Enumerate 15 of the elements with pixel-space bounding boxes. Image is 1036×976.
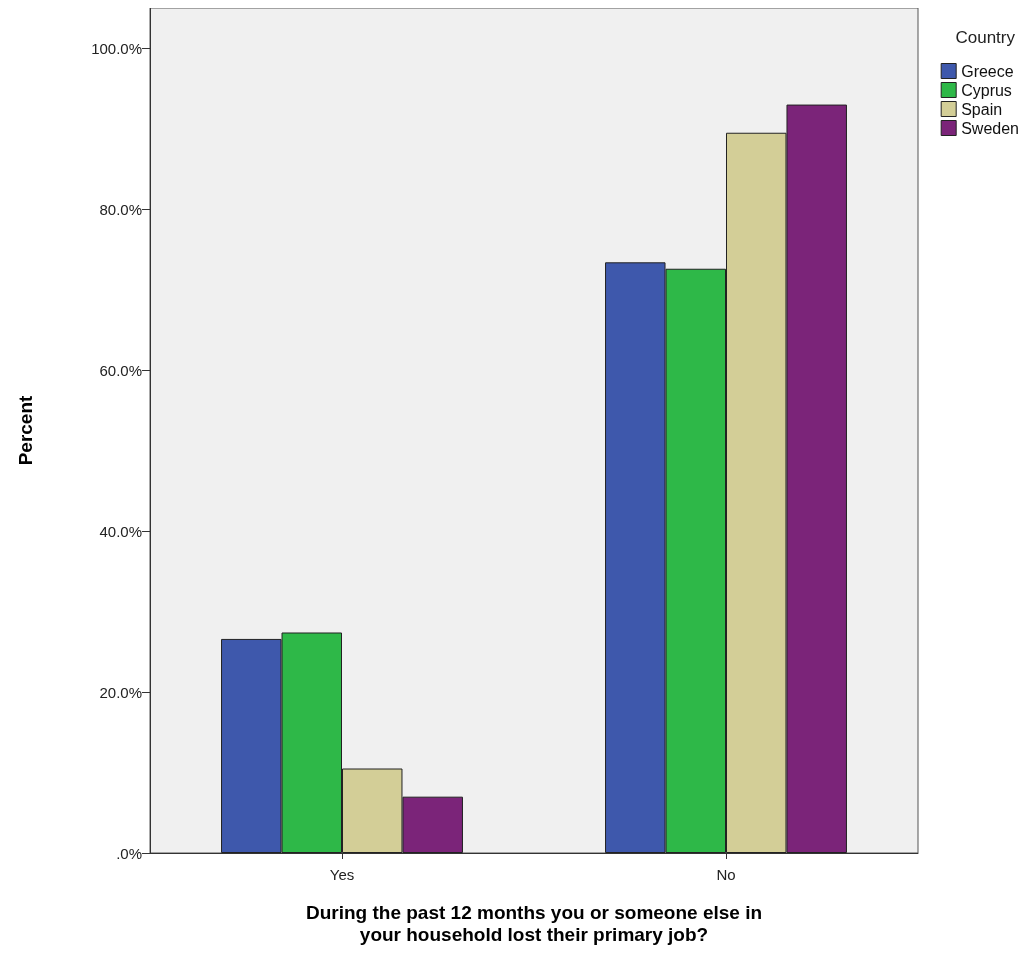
legend-label: Spain [961,100,1003,118]
legend-title: Country [955,28,1016,47]
legend-label: Cyprus [961,81,1012,99]
legend-label: Greece [961,62,1014,80]
y-tick-label: .0% [116,844,142,862]
x-tick-label: Yes [329,866,355,883]
x-axis-title: During the past 12 months you or someone else in your household lost their primary job? [305,901,763,945]
x-tick-label: No [716,866,736,883]
y-tick-label: 60.0% [99,361,142,379]
y-tick-label: 100.0% [91,39,142,57]
y-tick-label: 40.0% [99,522,142,540]
y-tick-label: 80.0% [99,200,142,218]
y-tick-label: 20.0% [99,683,142,701]
legend-label: Sweden [961,119,1020,137]
y-axis-title: Percent [15,394,36,466]
